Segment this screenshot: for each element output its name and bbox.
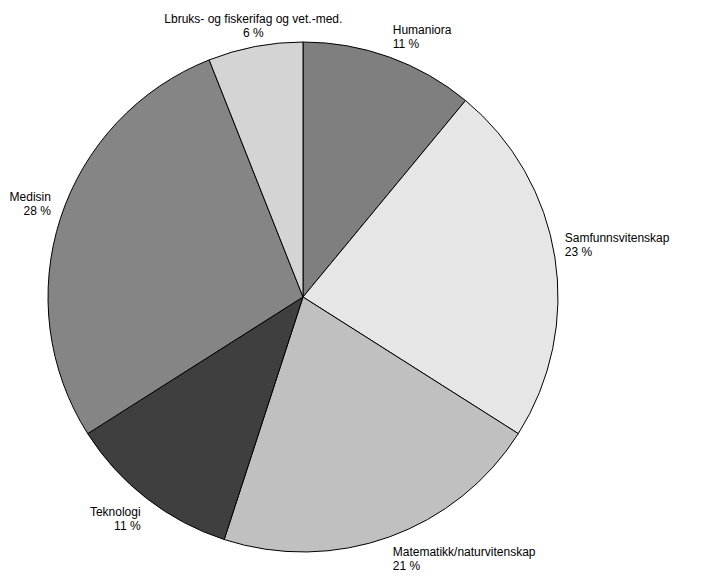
svg-text:Teknologi: Teknologi	[90, 505, 141, 519]
svg-text:11 %: 11 %	[393, 37, 420, 51]
svg-text:Matematikk/naturvitenskap: Matematikk/naturvitenskap	[393, 545, 536, 559]
svg-text:23 %: 23 %	[565, 245, 593, 259]
svg-text:11 %: 11 %	[114, 519, 141, 533]
svg-text:21 %: 21 %	[393, 559, 421, 573]
svg-text:Medisin: Medisin	[10, 190, 51, 204]
svg-text:Humaniora: Humaniora	[393, 23, 452, 37]
svg-text:6 %: 6 %	[243, 26, 264, 40]
svg-text:Lbruks- og fiskerifag og vet.-: Lbruks- og fiskerifag og vet.-med.	[164, 12, 342, 26]
svg-text:Samfunnsvitenskap: Samfunnsvitenskap	[565, 231, 670, 245]
svg-text:28 %: 28 %	[24, 204, 52, 218]
